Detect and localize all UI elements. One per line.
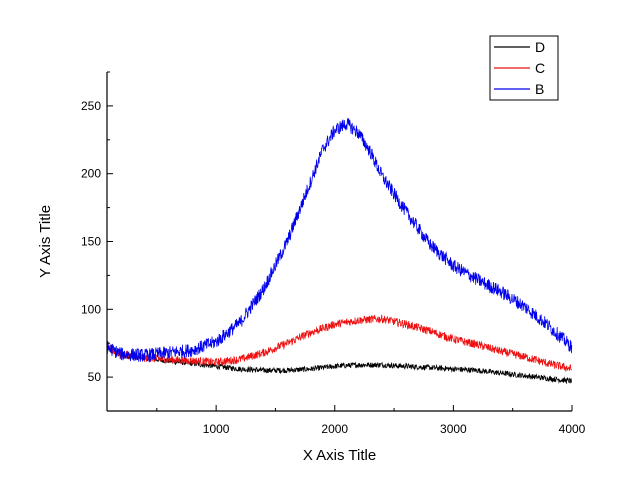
y-tick-label: 200	[81, 167, 101, 181]
y-tick-label: 50	[88, 370, 102, 384]
plot-series	[106, 118, 573, 385]
y-tick-label: 100	[81, 302, 101, 316]
x-tick-label: 2000	[321, 422, 348, 436]
x-tick-label: 4000	[559, 422, 586, 436]
series-line-D	[106, 346, 573, 385]
legend-label-C: C	[535, 60, 545, 76]
series-line-B	[106, 118, 573, 362]
y-tick-label: 250	[81, 99, 101, 113]
x-tick-label: 1000	[203, 422, 230, 436]
x-axis-title: X Axis Title	[303, 447, 376, 464]
series-line-C	[106, 314, 573, 372]
legend-label-B: B	[535, 81, 544, 97]
legend-label-D: D	[535, 39, 545, 55]
legend: DCB	[489, 35, 559, 101]
y-axis-title: Y Axis Title	[37, 205, 54, 278]
y-tick-label: 150	[81, 235, 101, 249]
x-tick-label: 3000	[440, 422, 467, 436]
axes: 50 100 150 200 250 1000 2000 3000 4000	[81, 71, 586, 436]
